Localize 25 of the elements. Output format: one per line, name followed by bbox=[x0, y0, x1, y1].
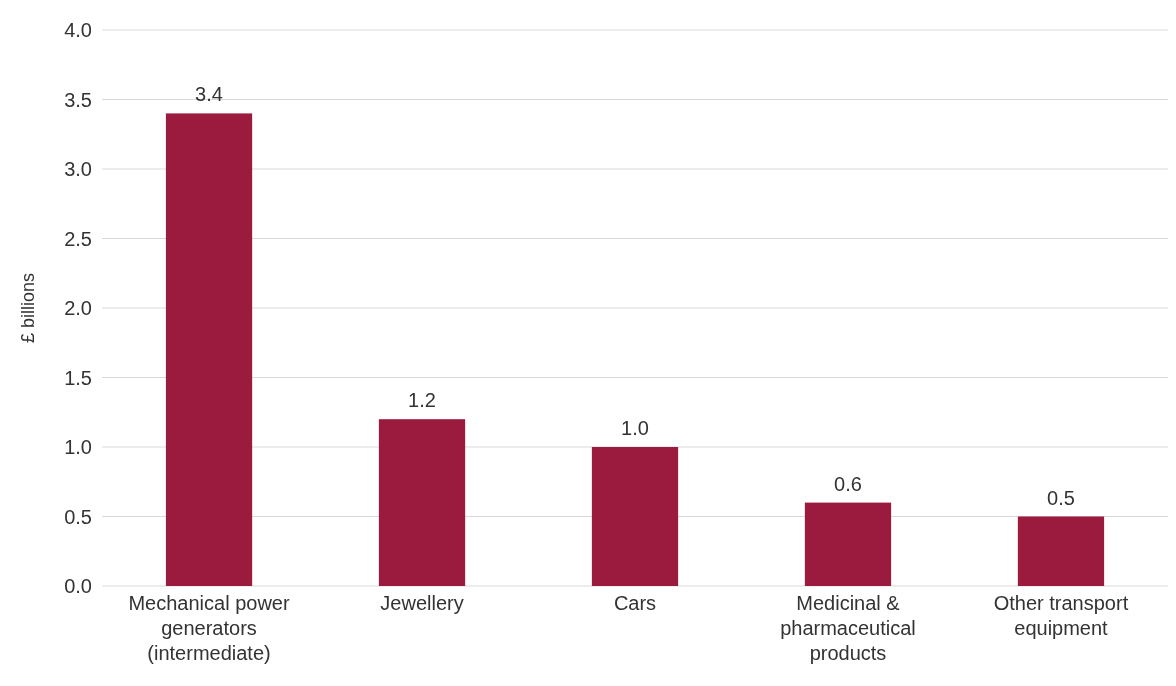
y-tick-label: 3.5 bbox=[64, 88, 92, 111]
bar bbox=[804, 502, 892, 586]
y-tick-label: 0.5 bbox=[64, 505, 92, 528]
x-tick-label: Jewellery bbox=[380, 592, 464, 614]
data-label: 1.2 bbox=[408, 389, 436, 412]
x-tick-label: Cars bbox=[613, 592, 657, 614]
data-label: 0.6 bbox=[834, 472, 862, 495]
data-label: 0.5 bbox=[1047, 486, 1075, 509]
bar bbox=[165, 113, 253, 586]
bar bbox=[1017, 516, 1105, 586]
data-label: 3.4 bbox=[195, 83, 223, 106]
y-tick-label: 2.5 bbox=[64, 227, 92, 250]
data-label: 1.0 bbox=[621, 417, 649, 439]
y-axis-title: £ billions bbox=[18, 272, 38, 344]
bar bbox=[378, 419, 466, 586]
y-tick-label: 1.5 bbox=[64, 366, 92, 389]
x-tick-label: Mechanical power generators (intermediate) bbox=[128, 592, 290, 664]
bar bbox=[591, 447, 679, 586]
y-tick-label: 1.0 bbox=[64, 436, 92, 458]
y-tick-label: 3.0 bbox=[64, 158, 92, 180]
x-tick-label: Other transport equipment bbox=[993, 592, 1129, 639]
y-tick-label: 4.0 bbox=[64, 19, 92, 41]
x-tick-label: Medicinal & pharmaceutical products bbox=[780, 592, 916, 664]
y-tick-label: 0.0 bbox=[64, 575, 92, 597]
y-tick-label: 2.0 bbox=[64, 297, 92, 319]
